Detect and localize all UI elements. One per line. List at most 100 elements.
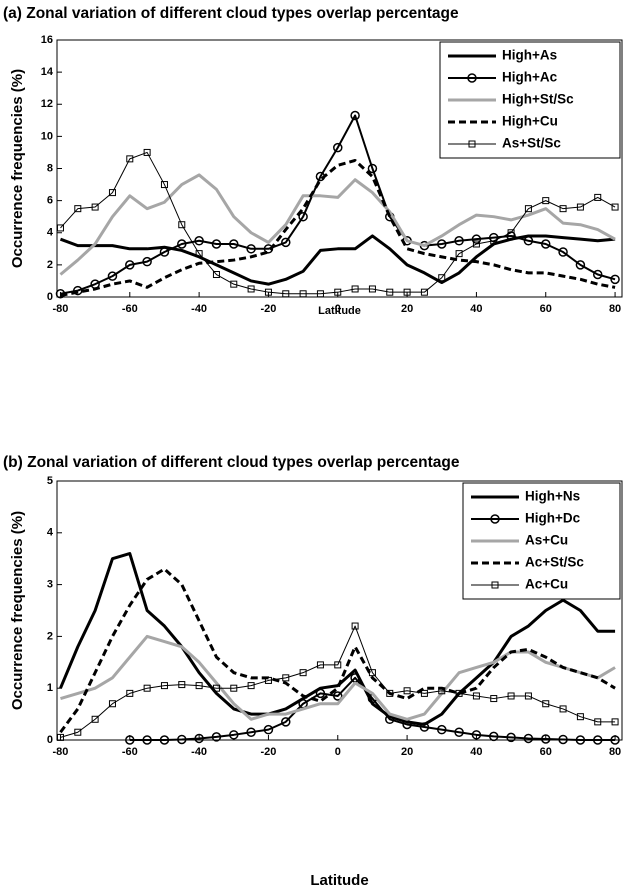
marker: [542, 197, 550, 205]
x-tick-label: -60: [122, 746, 138, 758]
y-tick-label: 4: [47, 227, 54, 239]
marker: [507, 229, 515, 237]
marker: [454, 236, 464, 246]
x-tick-label: -80: [53, 303, 69, 315]
y-axis-label: Occurrence frequencies (%): [9, 511, 26, 710]
marker: [143, 684, 151, 692]
marker: [333, 691, 343, 701]
marker: [178, 221, 186, 229]
legend-label: Ac+Cu: [525, 577, 568, 592]
series-line: [129, 676, 616, 741]
marker: [540, 734, 551, 744]
x-tick-label: -80: [53, 746, 69, 758]
x-tick-label: -40: [191, 746, 207, 758]
marker: [211, 239, 222, 249]
x-tick-label: 60: [540, 303, 552, 315]
marker: [126, 689, 134, 697]
series-line: [60, 158, 616, 297]
y-tick-label: 10: [41, 130, 53, 142]
marker: [230, 280, 238, 288]
marker: [594, 193, 602, 201]
marker: [454, 727, 464, 737]
marker: [107, 271, 118, 281]
x-tick-label: -20: [260, 303, 276, 315]
marker: [316, 661, 324, 669]
marker: [316, 290, 324, 298]
marker: [455, 250, 463, 258]
marker: [143, 148, 151, 156]
marker: [159, 735, 170, 745]
marker: [282, 674, 290, 682]
marker: [126, 155, 134, 163]
marker: [125, 260, 135, 270]
marker: [507, 692, 515, 700]
y-tick-label: 6: [47, 195, 53, 207]
y-tick-label: 1: [47, 682, 53, 694]
x-axis-label: Latitude: [310, 872, 368, 889]
marker: [56, 224, 64, 232]
marker: [351, 622, 359, 630]
marker: [386, 689, 394, 697]
marker: [610, 735, 620, 745]
marker: [212, 271, 220, 279]
marker: [212, 684, 220, 692]
marker: [488, 232, 499, 243]
legend-label: As+St/Sc: [502, 136, 561, 151]
x-axis-label: Latitude: [318, 305, 361, 317]
chart-title: (a) Zonal variation of different cloud t…: [3, 5, 459, 22]
marker: [437, 239, 447, 249]
series-line: [59, 234, 616, 286]
marker: [177, 239, 187, 249]
marker: [523, 733, 534, 744]
marker: [91, 203, 99, 211]
y-axis-label: Occurrence frequencies (%): [9, 69, 26, 268]
marker: [559, 205, 567, 213]
marker: [594, 718, 602, 726]
marker: [108, 700, 116, 708]
series-line: [60, 625, 616, 738]
marker: [558, 247, 568, 257]
x-tick-label: 20: [401, 746, 413, 758]
legend-label: High+Cu: [502, 114, 558, 129]
marker: [437, 724, 447, 735]
marker: [542, 700, 550, 708]
marker: [91, 715, 99, 723]
marker: [506, 732, 516, 743]
marker: [230, 684, 238, 692]
y-tick-label: 0: [47, 291, 53, 303]
x-tick-label: 20: [401, 303, 413, 315]
marker: [178, 681, 186, 689]
marker: [264, 288, 272, 296]
y-tick-label: 8: [47, 162, 53, 174]
marker: [368, 285, 376, 293]
legend-label: High+Dc: [525, 511, 581, 526]
marker: [247, 285, 255, 293]
marker: [160, 682, 168, 690]
marker: [142, 256, 152, 267]
legend-label: High+As: [502, 48, 557, 63]
marker: [211, 732, 222, 742]
y-tick-label: 12: [41, 98, 53, 110]
marker: [334, 661, 342, 669]
marker: [610, 274, 620, 285]
y-tick-label: 0: [47, 734, 53, 746]
marker: [246, 244, 256, 254]
series-line: [60, 114, 616, 295]
plot-frame: [56, 480, 623, 741]
marker: [125, 735, 135, 745]
marker: [558, 734, 568, 745]
x-tick-label: 0: [335, 303, 341, 315]
marker: [229, 239, 239, 249]
marker: [263, 724, 274, 735]
marker: [386, 288, 394, 296]
marker: [403, 288, 411, 296]
marker: [298, 211, 308, 222]
marker: [247, 682, 255, 690]
marker: [420, 689, 428, 697]
series-line: [60, 634, 616, 721]
y-tick-label: 14: [41, 66, 54, 78]
marker: [576, 203, 584, 211]
marker: [419, 722, 430, 732]
legend-label: High+Ac: [502, 70, 558, 85]
